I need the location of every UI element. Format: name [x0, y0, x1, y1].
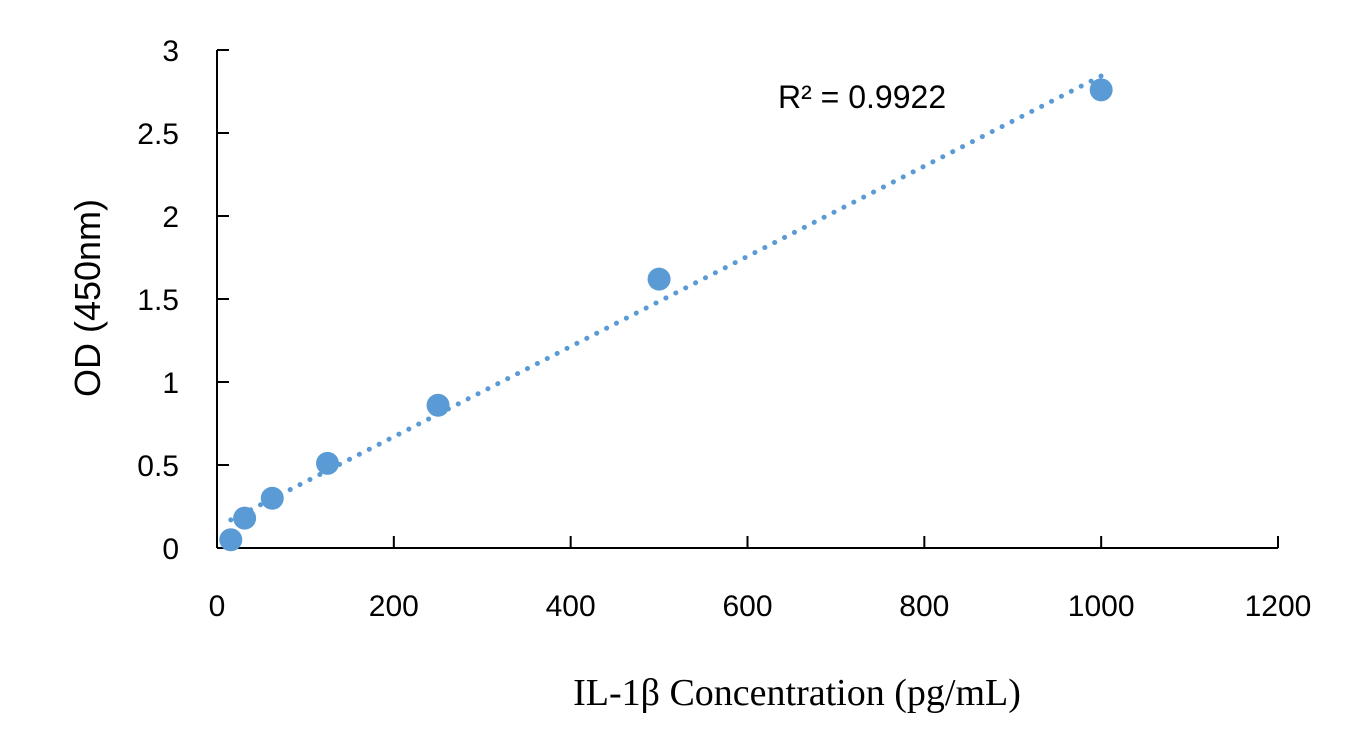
data-point [260, 486, 284, 510]
data-point [219, 528, 243, 552]
data-point [426, 393, 450, 417]
x-tick-label: 0 [209, 590, 226, 623]
axes-layer: 0 0.5 1 1.5 2 2.5 3 0 200 400 600 800 1000 1200 [137, 35, 1311, 623]
x-tick-label: 1000 [1068, 590, 1135, 623]
y-tick-label: 2 [162, 201, 179, 234]
data-point [1089, 78, 1113, 102]
labels-layer: OD (450nm) IL-1β Concentration (pg/mL) R… [67, 79, 1021, 714]
y-axis-label: OD (450nm) [67, 199, 108, 397]
y-tick-label: 2.5 [137, 118, 179, 151]
y-tick-label: 1.5 [137, 284, 179, 317]
x-tick-label: 600 [722, 590, 772, 623]
x-tick-label: 800 [899, 590, 949, 623]
points-layer [219, 78, 1113, 552]
x-tick-label: 400 [546, 590, 596, 623]
x-tick-label: 200 [369, 590, 419, 623]
y-tick-label: 0.5 [137, 450, 179, 483]
data-point [647, 267, 671, 291]
data-point [316, 451, 340, 475]
x-tick-label: 1200 [1245, 590, 1312, 623]
r-squared-annotation: R² = 0.9922 [778, 79, 946, 115]
y-tick-label: 1 [162, 367, 179, 400]
trendline [228, 73, 1104, 523]
x-axis-label: IL-1β Concentration (pg/mL) [573, 672, 1021, 714]
y-tick-label: 3 [162, 35, 179, 68]
trendline-layer [228, 73, 1104, 523]
data-point [233, 506, 257, 530]
y-tick-label: 0 [162, 533, 179, 566]
